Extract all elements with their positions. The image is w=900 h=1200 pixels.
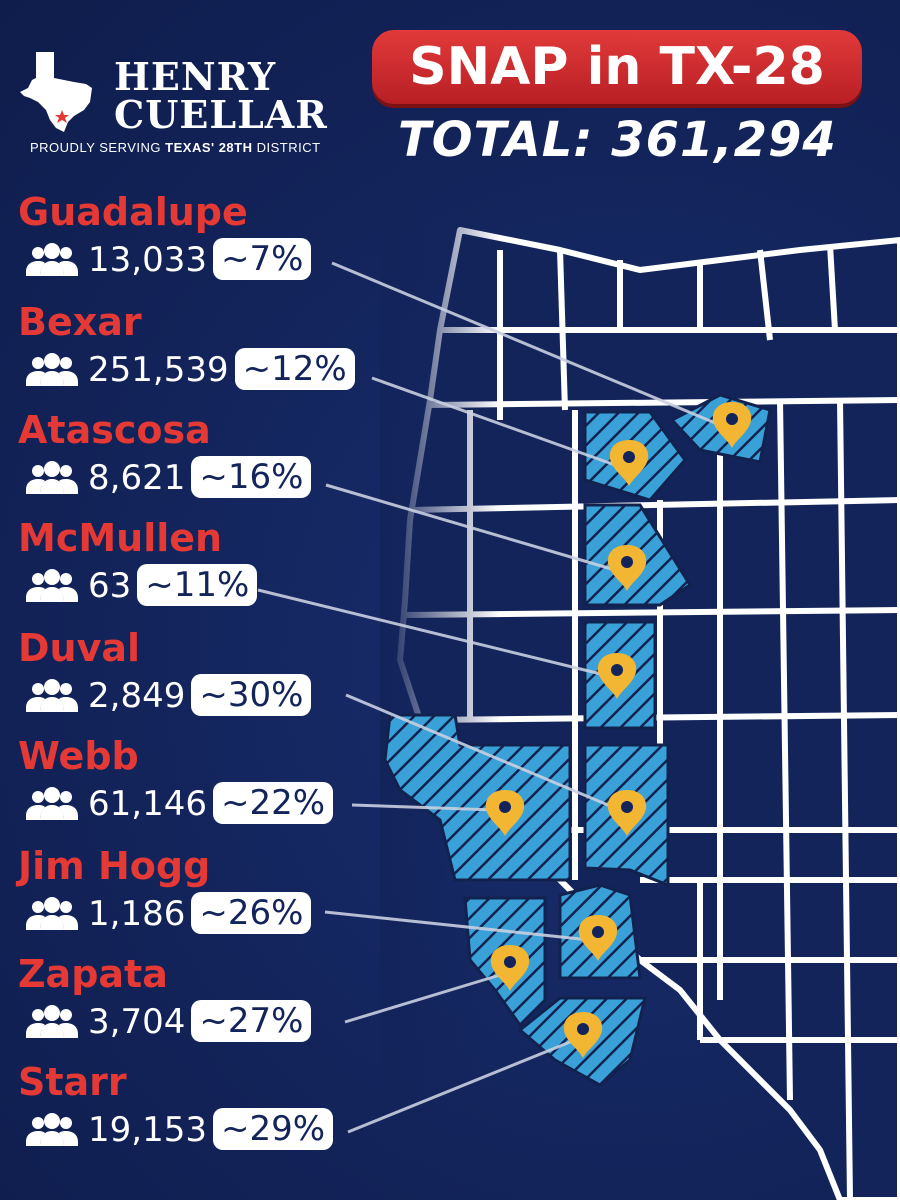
county-item: Starr 19,153 ~29% <box>18 1062 378 1152</box>
county-count-wrap: 8,621 ~16% <box>88 456 312 500</box>
logo-name-line1: HENRY <box>114 54 277 99</box>
county-percent-badge: ~11% <box>137 564 258 606</box>
county-stats: 8,621 ~16% <box>18 456 378 500</box>
county-name: Zapata <box>18 952 168 996</box>
county-count: 63 <box>88 566 132 606</box>
people-group-icon <box>26 353 78 386</box>
county-count-wrap: 13,033 ~7% <box>88 238 312 282</box>
people-group-icon <box>26 569 78 602</box>
county-count-wrap: 1,186 ~26% <box>88 892 312 936</box>
people-group-icon <box>26 1005 78 1038</box>
county-count: 13,033 <box>88 240 207 280</box>
connector-zapata <box>344 973 501 1024</box>
county-stats: 3,704 ~27% <box>18 1000 378 1044</box>
county-item: Jim Hogg 1,186 ~26% <box>18 846 378 936</box>
total-count: TOTAL: 361,294 <box>398 112 837 168</box>
people-group-icon <box>26 787 78 820</box>
county-stats: 19,153 ~29% <box>18 1108 378 1152</box>
county-percent-badge: ~22% <box>212 782 334 824</box>
tagline-suffix: DISTRICT <box>252 140 321 155</box>
county-count-wrap: 61,146 ~22% <box>88 782 334 826</box>
county-count-wrap: 2,849 ~30% <box>88 674 312 718</box>
county-name: McMullen <box>18 516 223 560</box>
county-count: 19,153 <box>88 1110 207 1150</box>
logo-tagline: PROUDLY SERVING TEXAS' 28TH DISTRICT <box>30 140 321 155</box>
tagline-bold: TEXAS' 28TH <box>165 140 253 155</box>
people-group-icon <box>26 461 78 494</box>
connector-guadalupe <box>331 261 721 427</box>
people-group-icon <box>26 1113 78 1146</box>
logo-name-line2: CUELLAR <box>114 92 328 137</box>
county-count: 8,621 <box>88 458 186 498</box>
connector-atascosa <box>325 483 616 572</box>
connector-bexar <box>371 376 616 467</box>
county-shape-webb <box>383 713 572 882</box>
county-stats: 61,146 ~22% <box>18 782 378 826</box>
connector-mcmullen <box>257 588 606 677</box>
county-name: Guadalupe <box>18 190 248 234</box>
county-name: Webb <box>18 734 139 778</box>
county-percent-badge: ~29% <box>212 1108 334 1150</box>
county-count: 2,849 <box>88 676 186 716</box>
connector-jim-hogg <box>324 910 591 942</box>
county-percent-badge: ~16% <box>191 456 312 498</box>
connector-webb <box>351 803 496 812</box>
county-count: 1,186 <box>88 894 186 934</box>
county-item: Duval 2,849 ~30% <box>18 628 378 718</box>
connector-starr <box>347 1038 576 1134</box>
county-item: McMullen 63 ~11% <box>18 518 378 608</box>
county-count: 61,146 <box>88 784 207 824</box>
connector-lines <box>257 261 721 1134</box>
county-stats: 2,849 ~30% <box>18 674 378 718</box>
county-name: Bexar <box>18 300 142 344</box>
county-item: Zapata 3,704 ~27% <box>18 954 378 1044</box>
people-group-icon <box>26 897 78 930</box>
county-item: Atascosa 8,621 ~16% <box>18 410 378 500</box>
county-item: Guadalupe 13,033 ~7% <box>18 192 378 282</box>
county-item: Bexar 251,539 ~12% <box>18 302 378 392</box>
county-percent-badge: ~26% <box>191 892 312 934</box>
people-group-icon <box>26 679 78 712</box>
county-name: Jim Hogg <box>18 844 211 888</box>
county-stats: 1,186 ~26% <box>18 892 378 936</box>
county-stats: 13,033 ~7% <box>18 238 378 282</box>
county-name: Atascosa <box>18 408 211 452</box>
county-stats: 63 ~11% <box>18 564 378 608</box>
county-name: Duval <box>18 626 141 670</box>
tagline-prefix: PROUDLY SERVING <box>30 140 166 155</box>
county-count: 251,539 <box>88 350 229 390</box>
county-percent-badge: ~12% <box>234 348 355 390</box>
texas-state-icon <box>20 52 92 132</box>
logo: HENRY CUELLAR PROUDLY SERVING TEXAS' 28T… <box>18 50 348 160</box>
people-group-icon <box>26 243 78 276</box>
county-percent-badge: ~7% <box>212 238 312 280</box>
county-percent-badge: ~27% <box>191 1000 312 1042</box>
county-stats: 251,539 ~12% <box>18 348 378 392</box>
connector-duval <box>345 693 616 810</box>
page-title: SNAP in TX-28 <box>372 30 862 104</box>
county-count-wrap: 251,539 ~12% <box>88 348 355 392</box>
county-item: Webb 61,146 ~22% <box>18 736 378 826</box>
county-count-wrap: 63 ~11% <box>88 564 258 608</box>
logo-name: HENRY CUELLAR <box>114 58 328 134</box>
county-count-wrap: 19,153 ~29% <box>88 1108 334 1152</box>
county-count: 3,704 <box>88 1002 186 1042</box>
county-percent-badge: ~30% <box>191 674 312 716</box>
county-name: Starr <box>18 1060 127 1104</box>
county-count-wrap: 3,704 ~27% <box>88 1000 312 1044</box>
